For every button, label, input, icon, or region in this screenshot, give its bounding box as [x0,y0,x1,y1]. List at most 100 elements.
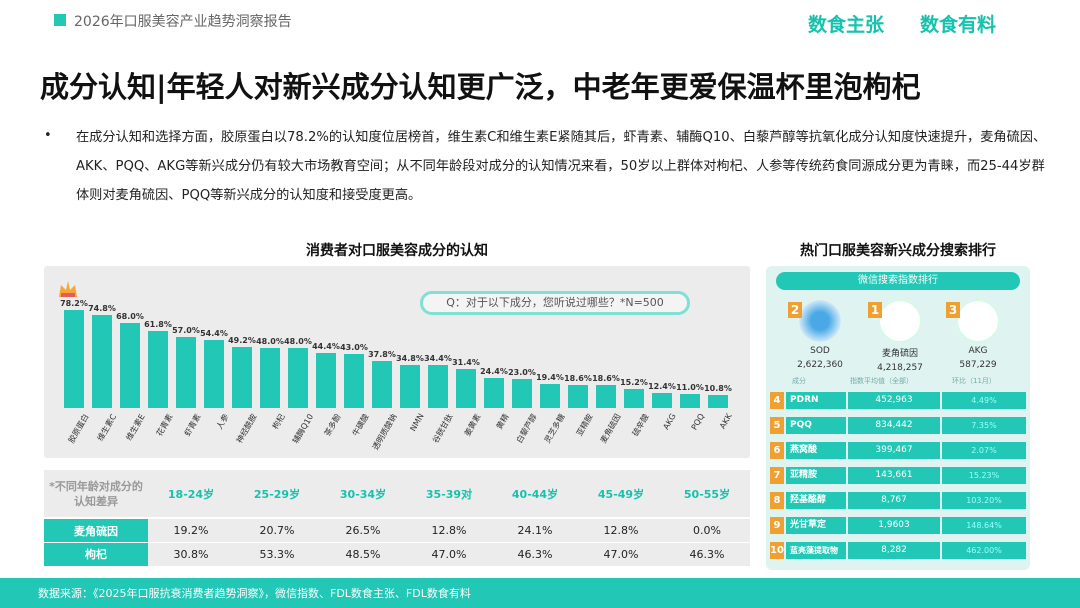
rank-badge: 3 [946,302,960,318]
bar-value-label: 48.0% [256,337,284,346]
bar-value-label: 12.4% [648,381,676,391]
bar [64,310,84,408]
bar-value-label: 37.8% [368,349,396,359]
table-cell: 19.2% [148,518,234,543]
table-cell: 53.3% [234,542,320,568]
bar [624,389,644,408]
table-corner-label: *不同年龄对成分的认知差异 [44,470,148,520]
bar-value-label: 34.4% [424,354,452,363]
bar-value-label: 11.0% [676,383,704,393]
akg-structure-icon [957,300,999,342]
top-value: 2,622,360 [797,360,843,370]
bar [568,384,588,408]
footer-bar [0,578,1080,608]
bar-value-label: 18.6% [592,373,620,383]
rank-badge: 1 [868,302,882,318]
slide-title: 成分认知|年轻人对新兴成分认知更广泛，中老年更爱保温杯里泡枸杞 [40,70,921,104]
rank-number: 9 [770,517,784,534]
bar-value-label: 23.0% [508,368,536,378]
table-cell: 46.3% [664,542,750,568]
ingredient-name: 亚精胺 [786,467,846,484]
ranking-row: 7 亚精胺 143,661 15.23% [770,467,1028,486]
bar [344,354,364,408]
survey-question-bubble: Q：对于以下成分，您听说过哪些？*N=500 [420,291,690,315]
row-label: 枸杞 [44,542,148,568]
table-cell: 12.8% [406,518,492,543]
report-title: 2026年口服美容产业趋势洞察报告 [74,14,292,30]
table-row: 枸杞 30.8% 53.3% 48.5% 47.0% 46.3% 47.0% 4… [44,542,750,568]
summary-paragraph: 在成分认知和选择方面，胶原蛋白以78.2%的认知度位居榜首，维生素C和维生素E紧… [76,130,1047,203]
top-name: AKG [968,346,988,356]
ranking-row: 10 蓝亮藻提取物 8,282 462.00% [770,542,1028,561]
bar [148,330,168,408]
bar-value-label: 31.4% [452,357,480,367]
ranking-panel-title: 微信搜索指数排行 [776,272,1020,290]
table-cell: 24.1% [492,518,578,543]
rank-number: 4 [770,392,784,409]
bar [92,314,112,408]
col-header: 45-49岁 [578,470,664,520]
col-header: 40-44岁 [492,470,578,520]
bar-value-label: 44.4% [312,341,340,351]
table-cell: 47.0% [406,542,492,568]
table-cell: 26.5% [320,518,406,543]
sod-molecule-icon [799,300,841,342]
bar-value-label: 24.4% [480,366,508,376]
col-header: 25-29岁 [234,470,320,520]
mom-change: 4.49% [942,392,1026,409]
crown-badge-icon [59,281,77,297]
mom-change: 7.35% [942,417,1026,434]
brand-logo-left: 数食主张 [808,14,885,36]
bar [708,394,728,408]
rank-number: 5 [770,417,784,434]
table-row: 麦角硫因 19.2% 20.7% 26.5% 12.8% 24.1% 12.8%… [44,518,750,543]
bar-value-label: 43.0% [340,343,368,353]
bar [316,352,336,408]
ranking-row: 4 PDRN 452,963 4.49% [770,392,1028,411]
rank-number: 6 [770,442,784,459]
ranking-row: 9 光甘草定 1,9603 148.64% [770,517,1028,536]
col-header: 环比（11月） [952,377,996,385]
table-cell: 12.8% [578,518,664,543]
ranking-row: 6 燕窝酸 399,467 2.07% [770,442,1028,461]
col-header: 30-34岁 [320,470,406,520]
rank-number: 10 [770,542,784,559]
mom-change: 148.64% [942,517,1026,534]
bar [428,365,448,408]
ingredient-name: 燕窝酸 [786,442,846,459]
ingredient-name: 蓝亮藻提取物 [786,542,846,559]
ingredient-name: PQQ [786,417,846,434]
bar [288,348,308,408]
mom-change: 15.23% [942,467,1026,484]
col-header: 18-24岁 [148,470,234,520]
bar [512,379,532,408]
bar [120,323,140,408]
top-card-rank-1: 麦角硫因 4,218,257 [866,300,934,373]
bar [680,394,700,408]
bar [596,384,616,408]
rank-number: 7 [770,467,784,484]
title-square-marker [54,14,66,26]
table-cell: 48.5% [320,542,406,568]
bar [260,348,280,408]
table-cell: 0.0% [664,518,750,543]
bar-value-label: 48.0% [284,337,312,346]
mom-change: 462.00% [942,542,1026,559]
index-value: 8,767 [848,492,940,509]
bar [400,364,420,408]
bar-value-label: 74.8% [88,303,116,313]
rank-badge: 2 [788,302,802,318]
bar [652,392,672,408]
bar-value-label: 19.4% [536,372,564,382]
ingredient-name: PDRN [786,392,846,409]
rank-number: 8 [770,492,784,509]
top-name: SOD [810,346,830,356]
bar [204,340,224,408]
top-name: 麦角硫因 [881,349,918,359]
col-header: 35-39对 [406,470,492,520]
col-header: 50-55岁 [664,470,750,520]
bullet-dot-icon: • [44,128,52,143]
table-cell: 30.8% [148,542,234,568]
table-header-row: *不同年龄对成分的认知差异 18-24岁 25-29岁 30-34岁 35-39… [44,470,750,520]
